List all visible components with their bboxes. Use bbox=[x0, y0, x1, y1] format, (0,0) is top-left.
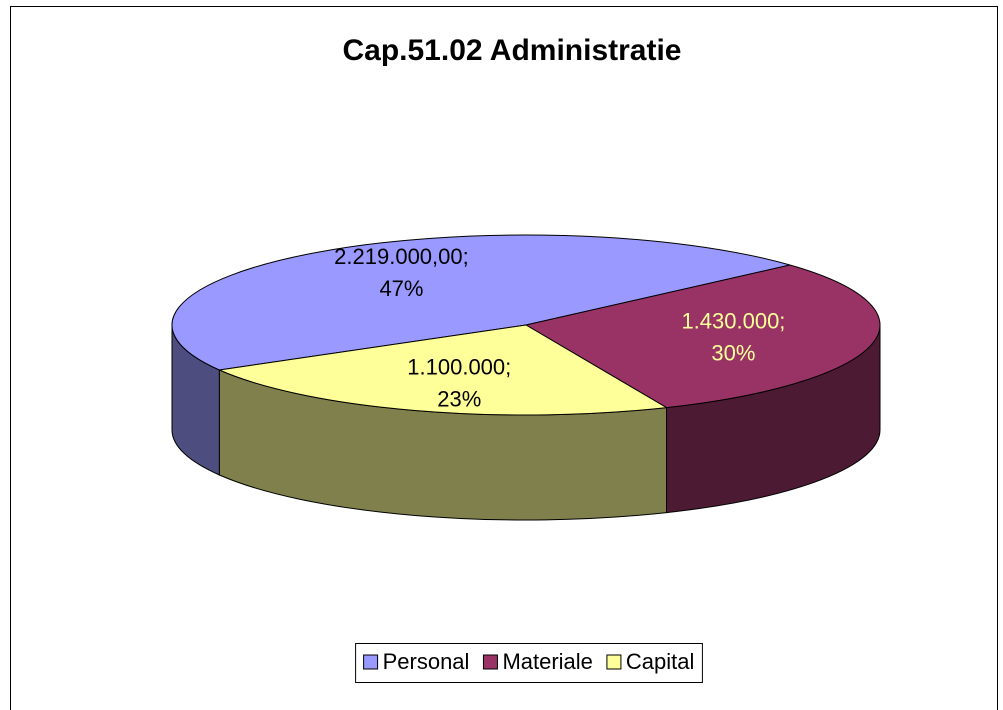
data-label: 2.219.000,00; bbox=[334, 244, 469, 269]
legend-box bbox=[355, 643, 703, 683]
data-label: 1.430.000; bbox=[681, 308, 785, 333]
data-label: 47% bbox=[379, 276, 423, 301]
data-label: 1.100.000; bbox=[407, 355, 511, 380]
legend-swatch bbox=[363, 654, 379, 670]
legend-swatch bbox=[606, 654, 622, 670]
chart-title: Cap.51.02 Administratie bbox=[342, 34, 681, 67]
legend-label: Capital bbox=[626, 649, 694, 674]
legend: Personal Materiale Capital bbox=[355, 643, 703, 683]
slice bbox=[217, 324, 669, 416]
slice bbox=[171, 234, 791, 371]
legend-label: Materiale bbox=[502, 649, 592, 674]
data-label: 23% bbox=[437, 387, 481, 412]
data-label: 30% bbox=[711, 340, 755, 365]
slice bbox=[524, 264, 881, 409]
legend-label: Personal bbox=[383, 649, 470, 674]
legend-swatch bbox=[482, 654, 498, 670]
